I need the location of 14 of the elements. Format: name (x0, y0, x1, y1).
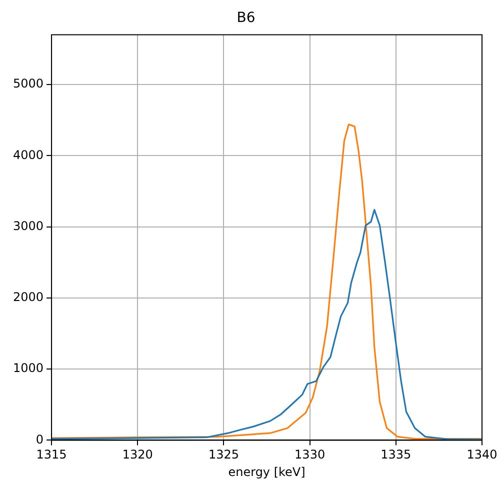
x-axis-title: energy [keV] (228, 464, 306, 479)
y-tick-label: 2000 (12, 290, 44, 304)
x-tick-label: 1320 (122, 448, 153, 462)
y-tick-label: 0 (36, 432, 44, 446)
y-tick-label: 5000 (12, 76, 44, 91)
x-tick-label: 1325 (208, 448, 239, 462)
y-tick-label: 4000 (12, 148, 44, 162)
x-tick-label: 1315 (36, 448, 67, 462)
y-tick-label: 1000 (12, 361, 44, 376)
y-tick-label: 3000 (12, 218, 44, 233)
x-tick-label: 1340 (466, 448, 498, 462)
chart-title: B6 (236, 10, 256, 26)
x-tick-label: 1330 (294, 448, 326, 462)
x-tick-label: 1335 (380, 448, 412, 462)
